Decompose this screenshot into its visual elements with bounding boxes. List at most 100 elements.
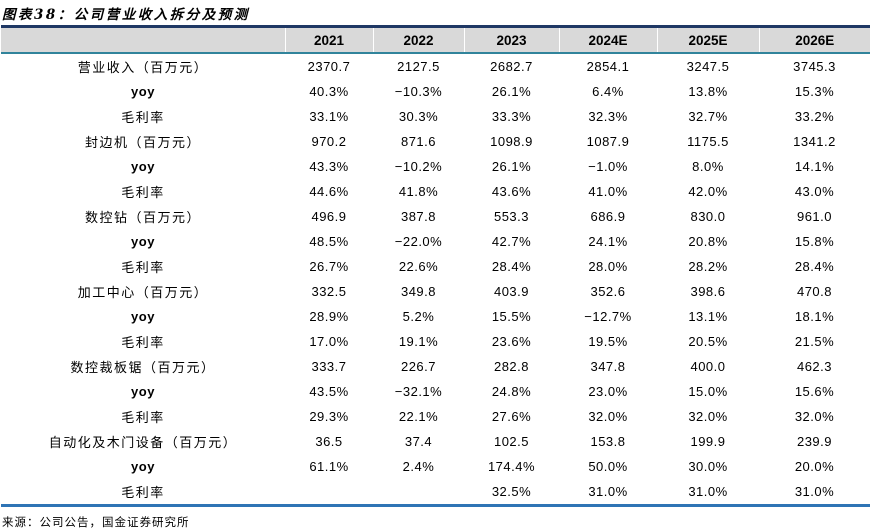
value-cell: 352.6 — [590, 284, 626, 299]
table-row: yoy 40.3% −10.3% 26.1% 6.4% 13.8% 15.3% — [1, 79, 870, 104]
value-cell: 5.2% — [402, 309, 435, 324]
value-cell: −32.1% — [394, 384, 443, 399]
value-cell: 6.4% — [592, 84, 624, 99]
value-cell: 349.8 — [400, 284, 437, 299]
value-cell: 32.5% — [464, 479, 559, 507]
value-cell: 970.2 — [311, 134, 347, 149]
table-row: 毛利率 17.0% 19.1% 23.6% 19.5% 20.5% 21.5% — [1, 329, 870, 354]
table-row: yoy 43.5% −32.1% 24.8% 23.0% 15.0% 15.6% — [1, 379, 870, 404]
value-cell: 102.5 — [493, 434, 530, 449]
value-cell: 2370.7 — [307, 59, 351, 74]
value-cell: 15.5% — [491, 309, 532, 324]
value-cell — [285, 479, 373, 507]
value-cell: 1087.9 — [586, 134, 630, 149]
value-cell: 13.1% — [688, 309, 728, 324]
value-cell: 43.5% — [309, 384, 349, 399]
row-label: yoy — [131, 384, 155, 399]
value-cell: 24.1% — [588, 234, 628, 249]
value-cell: 2.4% — [402, 459, 435, 474]
value-cell: 43.3% — [309, 159, 349, 174]
value-cell: 28.9% — [309, 309, 349, 324]
value-cell: 3247.5 — [686, 59, 730, 74]
value-cell: 347.8 — [590, 359, 626, 374]
value-cell: 41.0% — [588, 184, 628, 199]
row-label: yoy — [131, 84, 155, 99]
row-label: 毛利率 — [121, 336, 165, 351]
value-cell: 153.8 — [590, 434, 626, 449]
value-cell: 32.0% — [688, 409, 728, 424]
table-row: yoy 48.5% −22.0% 42.7% 24.1% 20.8% 15.8% — [1, 229, 870, 254]
row-label: yoy — [131, 234, 155, 249]
table-row: 封边机（百万元） 970.2 871.6 1098.9 1087.9 1175.5 1341… — [1, 129, 870, 154]
value-cell: 43.6% — [491, 184, 532, 199]
value-cell: 30.0% — [688, 459, 728, 474]
column-header-2023: 2023 — [463, 25, 559, 54]
value-cell: 23.0% — [588, 384, 628, 399]
value-cell: 21.5% — [794, 334, 835, 349]
value-cell: 226.7 — [400, 359, 437, 374]
value-cell: 32.0% — [794, 409, 835, 424]
value-cell: 387.8 — [400, 209, 437, 224]
value-cell: 400.0 — [690, 359, 726, 374]
row-label: 毛利率 — [121, 186, 165, 201]
value-cell: 42.7% — [491, 234, 532, 249]
value-cell: 13.8% — [688, 84, 728, 99]
row-label: 毛利率 — [1, 479, 285, 507]
value-cell: 398.6 — [690, 284, 726, 299]
value-cell: −12.7% — [584, 309, 632, 324]
value-cell: 50.0% — [588, 459, 628, 474]
value-cell: 32.0% — [588, 409, 628, 424]
value-cell: 24.8% — [491, 384, 532, 399]
value-cell: 19.5% — [588, 334, 628, 349]
value-cell: 36.5 — [315, 434, 343, 449]
value-cell: 282.8 — [493, 359, 530, 374]
value-cell: 15.8% — [794, 234, 835, 249]
value-cell: 28.4% — [491, 259, 532, 274]
row-label: 加工中心（百万元） — [77, 286, 209, 301]
table-row: 营业收入（百万元） 2370.7 2127.5 2682.7 2854.1 3247.5 3… — [1, 53, 870, 79]
table-header: 2021 2022 2023 2024E 2025E 2026E — [1, 25, 870, 54]
column-header-2026e: 2026E — [758, 25, 870, 54]
row-label: yoy — [131, 159, 155, 174]
header-row: 2021 2022 2023 2024E 2025E 2026E — [1, 25, 870, 54]
value-cell: 42.0% — [688, 184, 728, 199]
value-cell: 333.7 — [311, 359, 347, 374]
value-cell: 19.1% — [398, 334, 439, 349]
value-cell: 61.1% — [309, 459, 349, 474]
value-cell: 1098.9 — [490, 134, 533, 149]
table-row: yoy 28.9% 5.2% 15.5% −12.7% 13.1% 18.1% — [1, 304, 870, 329]
value-cell: 28.4% — [794, 259, 835, 274]
value-cell: 2127.5 — [397, 59, 440, 74]
value-cell: 22.1% — [398, 409, 439, 424]
value-cell: 28.2% — [688, 259, 728, 274]
value-cell: 43.0% — [794, 184, 835, 199]
value-cell: 553.3 — [493, 209, 530, 224]
value-cell: 8.0% — [692, 159, 724, 174]
value-cell: 40.3% — [309, 84, 349, 99]
row-label: 数控裁板锯（百万元） — [70, 361, 216, 376]
value-cell: −10.3% — [394, 84, 443, 99]
row-label: 数控钻（百万元） — [84, 211, 201, 226]
value-cell: 18.1% — [794, 309, 835, 324]
row-label: 毛利率 — [121, 261, 165, 276]
row-label: 营业收入（百万元） — [77, 61, 209, 76]
value-cell: 28.0% — [588, 259, 628, 274]
table-body: 营业收入（百万元） 2370.7 2127.5 2682.7 2854.1 3247.5 3… — [1, 53, 870, 507]
table-row: 毛利率 33.1% 30.3% 33.3% 32.3% 32.7% 33.2% — [1, 104, 870, 129]
value-cell: 403.9 — [493, 284, 530, 299]
value-cell: 44.6% — [309, 184, 349, 199]
row-label: 封边机（百万元） — [84, 136, 201, 151]
value-cell: 32.7% — [688, 109, 728, 124]
value-cell: 15.3% — [794, 84, 835, 99]
value-cell: 239.9 — [796, 434, 833, 449]
value-cell: −1.0% — [588, 159, 628, 174]
table-row: 数控钻（百万元） 496.9 387.8 553.3 686.9 830.0 961.0 — [1, 204, 870, 229]
value-cell: 2854.1 — [586, 59, 630, 74]
value-cell: 41.8% — [398, 184, 439, 199]
table-row: yoy 43.3% −10.2% 26.1% −1.0% 8.0% 14.1% — [1, 154, 870, 179]
value-cell: 961.0 — [796, 209, 833, 224]
value-cell: 462.3 — [796, 359, 833, 374]
value-cell: 26.1% — [491, 159, 532, 174]
column-header-2025e: 2025E — [656, 25, 759, 54]
